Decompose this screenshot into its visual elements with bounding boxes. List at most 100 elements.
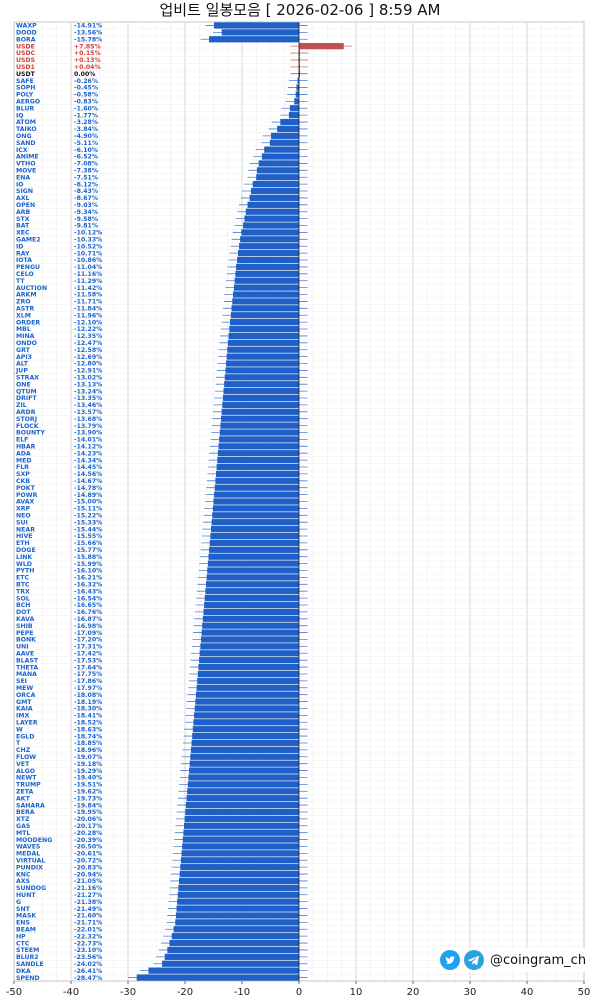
row-label-pct: -17.31% [74,644,102,651]
row-label-pct: -0.26% [74,78,98,85]
row-label-pct: -19.51% [74,782,102,789]
row-label-pct: -15.77% [74,547,102,554]
row-label-pct: -12.91% [74,368,102,375]
row-label-pct: -10.33% [74,237,102,244]
watermark: @coingram_ch [440,948,595,972]
bar-axs [179,877,299,885]
brand-handle: @coingram_ch [490,952,587,968]
bar-newt [188,774,299,781]
row-label-pct: -18.63% [74,726,102,733]
row-label-name: JUP [15,368,28,375]
row-label-pct: -3.28% [74,119,98,126]
row-label-name: SEI [16,678,27,685]
row-label-name: DKA [16,968,31,975]
row-label-name: MOODENG [16,837,52,844]
bar-mtl [183,829,299,836]
bar-moodeng [182,836,299,843]
row-label-name: MEW [16,685,33,692]
bar-game2 [240,236,299,243]
row-label-name: G [16,899,21,906]
bar-storj [221,415,299,422]
bar-avax [213,498,299,505]
row-label-name: ALT [16,361,29,368]
row-label-pct: -20.50% [74,844,102,851]
row-label-name: USDT [16,71,36,78]
row-label-name: USDE [16,43,35,50]
bar-xec [241,229,299,236]
bar-akt [186,795,299,802]
row-label-name: SOL [16,595,30,602]
row-label-pct: -19.29% [74,768,102,775]
row-label-name: HBAR [16,444,36,451]
bar-hp [171,933,299,940]
row-label-pct: -6.10% [74,147,98,154]
row-label-pct: +7.85% [74,43,101,50]
telegram-icon[interactable] [464,950,484,970]
row-label-name: LAYER [16,719,38,726]
row-label-name: ONE [16,381,31,388]
x-tick-label: -40 [63,987,79,998]
row-label-pct: -13.13% [74,381,102,388]
row-label-pct: -12.10% [74,319,102,326]
row-label-name: BLUR2 [16,954,39,961]
row-label-pct: -5.11% [74,140,98,147]
bar-mina [228,332,299,340]
row-label-name: ETH [16,540,30,547]
bar-sxp [216,470,299,478]
row-label-name: ADA [16,450,31,457]
bar-medal [181,850,299,857]
x-tick-label: 0 [296,987,302,998]
twitter-icon[interactable] [440,950,460,970]
row-label-name: GMT [16,699,32,706]
row-label-name: API3 [16,354,32,361]
row-label-pct: -14.89% [74,492,102,499]
bar-trump [187,781,299,788]
row-label-pct: -15.44% [74,526,102,533]
row-label-name: AXL [16,195,30,202]
bar-bch [204,601,299,609]
bar-mew [196,684,299,691]
row-label-pct: +0.13% [74,57,101,64]
row-label-name: ONG [16,133,32,140]
row-label-pct: -17.75% [74,671,102,678]
row-label-name: GRT [16,347,31,354]
bar-axl [249,194,299,202]
row-label-name: GAS [16,823,30,830]
bar-ckb [215,477,299,484]
bar-arkm [232,291,299,298]
bar-drift [222,394,299,402]
bar-dka [148,967,299,974]
row-label-name: IO [16,181,24,188]
bar-taiko [277,125,299,133]
row-label-name: WAXP [16,23,37,30]
bar-link [208,553,299,560]
row-label-pct: -11.84% [74,306,102,313]
bar-theta [198,663,299,671]
x-tick-label: -10 [234,987,250,998]
row-label-pct: -18.74% [74,733,102,740]
bar-ada [217,450,299,457]
row-label-name: TRX [16,588,30,595]
bar-eth [209,539,299,547]
row-label-pct: -13.90% [74,430,102,437]
row-label-pct: -12.69% [74,354,102,361]
row-label-pct: -20.72% [74,857,102,864]
row-label-name: AVAX [16,499,35,506]
row-label-name: OPEN [16,202,35,209]
row-label-pct: -7.08% [74,161,98,168]
bar-sandle [162,960,299,967]
bar-flow [190,753,299,760]
row-label-pct: -23.10% [74,947,102,954]
bar-open [247,201,299,208]
row-label-name: SOPH [16,85,35,92]
bar-ong [271,132,299,139]
row-label-name: BORA [16,36,36,43]
bar-qtum [223,388,299,395]
row-label-name: ENS [16,920,30,927]
row-label-pct: -17.64% [74,664,102,671]
row-label-name: KAIA [16,706,33,713]
bar-near [210,525,299,533]
row-label-pct: -15.55% [74,533,102,540]
row-label-pct: -12.47% [74,340,102,347]
